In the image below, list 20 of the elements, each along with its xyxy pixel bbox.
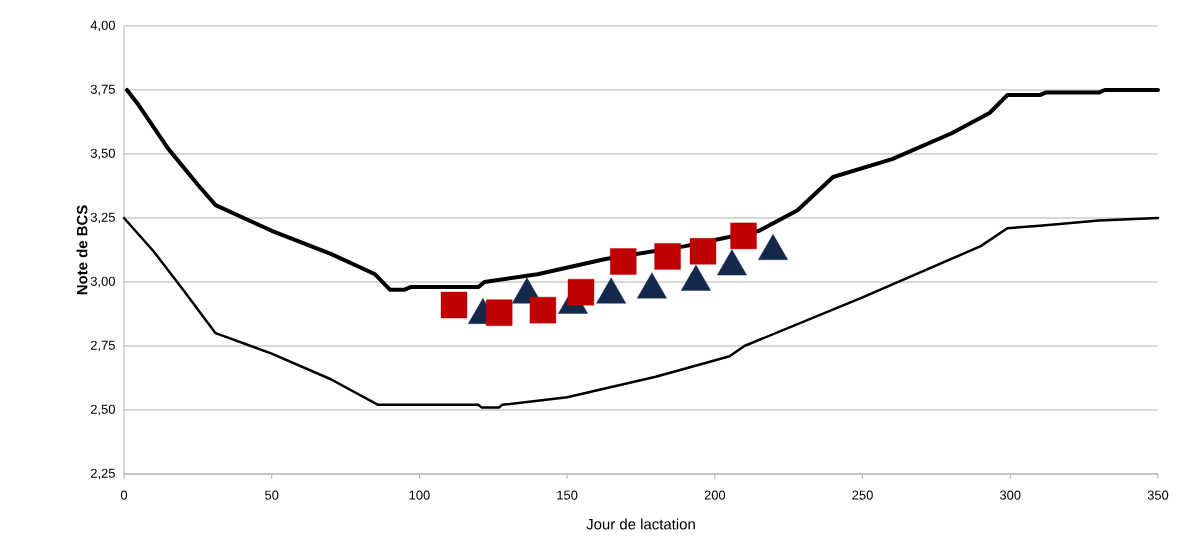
y-tick-label: 2,50 [90, 404, 115, 416]
x-tick-label: 50 [265, 490, 279, 500]
x-tick-label: 0 [120, 490, 128, 500]
y-axis-title: Note de BCS [76, 205, 88, 295]
x-tick-label: 350 [1147, 490, 1169, 500]
line-series [124, 87, 1160, 292]
y-tick-label: 2,75 [90, 340, 115, 352]
x-tick-label: 150 [557, 490, 578, 500]
x-tick-label: 250 [852, 490, 873, 500]
y-tick-label: 3,00 [90, 276, 115, 288]
y-tick-label: 3,50 [90, 148, 115, 160]
x-tick-label: 200 [704, 490, 726, 500]
x-tick-label: 300 [999, 490, 1021, 500]
line-series [122, 216, 1160, 409]
y-tick-label: 3,75 [90, 84, 115, 96]
x-tick-label: 100 [409, 490, 430, 500]
y-tick-label: 2,25 [90, 468, 115, 480]
x-axis-title: Jour de lactation [586, 518, 695, 530]
y-tick-label: 4,00 [90, 20, 115, 32]
y-tick-label: 3,25 [90, 212, 115, 224]
